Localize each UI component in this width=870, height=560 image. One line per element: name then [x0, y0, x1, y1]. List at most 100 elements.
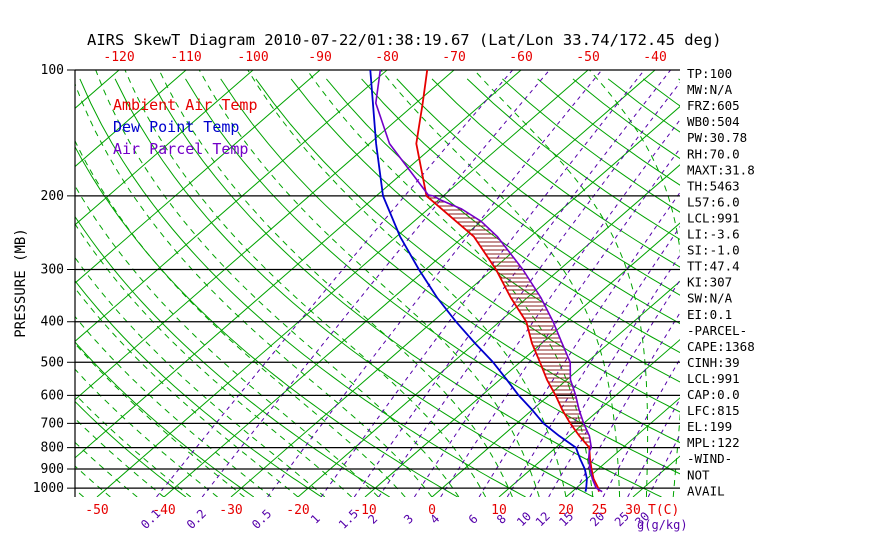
isotherm-line — [632, 455, 680, 497]
pressure-tick-label: 1000 — [33, 481, 64, 496]
mixing-ratio-label: 1 — [308, 512, 323, 527]
y-axis-title: PRESSURE (MB) — [13, 228, 29, 338]
pressure-tick-label: 900 — [41, 462, 64, 477]
top-axis-tick-label: -100 — [237, 50, 268, 65]
bottom-axis-tick-label: -20 — [286, 503, 309, 518]
dry-adiabat-line — [255, 78, 680, 413]
mixing-ratio-line — [478, 191, 680, 497]
pressure-tick-label: 400 — [41, 315, 64, 330]
bottom-axis-tick-label: 25 — [592, 503, 608, 518]
mixing-ratio-line — [378, 81, 680, 497]
stats-line: LFC:815 — [687, 403, 740, 418]
isotherm-line — [163, 70, 656, 497]
pressure-tick-label: 100 — [41, 63, 64, 78]
mixing-ratio-line — [267, 70, 603, 497]
mixing-ratio-line — [647, 433, 680, 497]
stats-line: CAP:0.0 — [687, 387, 740, 402]
top-axis-tick-label: -80 — [375, 50, 398, 65]
isotherm-line — [75, 70, 321, 284]
stats-line: LCL:991 — [687, 210, 740, 225]
parcel-temp-curve — [374, 70, 603, 493]
moist-adiabat-line — [473, 70, 649, 497]
moist-adiabat-line — [75, 441, 138, 497]
mixing-ratio-line — [201, 70, 550, 497]
isotherm-line — [834, 70, 870, 497]
cape-hatch-polygon — [426, 195, 592, 451]
top-axis-tick-label: -60 — [509, 50, 532, 65]
stats-line: -PARCEL- — [687, 323, 747, 338]
stats-line: NOT — [687, 467, 710, 482]
bottom-axis-tick-label: -50 — [85, 503, 108, 518]
isotherm-line — [431, 280, 680, 497]
stats-line: SI:-1.0 — [687, 243, 740, 258]
cape-hatch-area — [426, 195, 592, 451]
dry-adiabat-line — [643, 78, 680, 107]
pressure-tick-label: 600 — [41, 388, 64, 403]
top-axis-tick-label: -120 — [103, 50, 134, 65]
moist-adiabat-line — [75, 417, 165, 497]
stats-line: LCL:991 — [687, 371, 740, 386]
dry-adiabat-line — [220, 78, 680, 444]
stats-line: LI:-3.6 — [687, 227, 740, 242]
bottom-axis-tick-label: 10 — [491, 503, 507, 518]
moist-adiabat-line — [75, 315, 272, 497]
isotherm-line — [75, 70, 187, 168]
isotherm-line — [75, 70, 254, 226]
stats-line: EL:199 — [687, 419, 732, 434]
stats-line: CAPE:1368 — [687, 339, 755, 354]
moist-adiabat-line — [95, 70, 460, 497]
sounding-curves — [369, 70, 603, 493]
dry-adiabat-line — [290, 78, 680, 383]
bottom-axis-tick-label: 20 — [558, 503, 574, 518]
moist-adiabat-line — [589, 70, 680, 497]
mixing-ratio-line — [156, 70, 513, 497]
dew-point-curve — [369, 70, 588, 492]
temp-unit-label: T(C) — [648, 503, 679, 518]
pressure-tick-label: 500 — [41, 355, 64, 370]
dry-adiabat-line — [396, 78, 680, 296]
dry-adiabat-line — [75, 145, 458, 497]
pressure-tick-label: 800 — [41, 441, 64, 456]
dry-adiabat-line — [75, 400, 187, 497]
mixing-ratio-line — [353, 70, 671, 497]
moist-adiabat-line — [75, 368, 218, 497]
mixing-ratio-label: 10 — [514, 509, 534, 529]
moist-adiabat-line — [75, 256, 326, 497]
mixing-ratio-line — [571, 311, 680, 497]
dry-adiabat-line — [114, 78, 594, 497]
isotherm-line — [75, 70, 455, 401]
mixing-ratio-unit-label: g(g/kg) — [637, 518, 688, 532]
mixing-ratio-line — [413, 119, 680, 497]
moist-adiabat-line — [75, 393, 192, 497]
legend-ambient-air-temp: Ambient Air Temp — [113, 96, 258, 114]
mixing-ratio-label: 12 — [533, 509, 553, 529]
stats-line: L57:6.0 — [687, 194, 740, 209]
stats-line: CINH:39 — [687, 355, 740, 370]
stats-line: EI:0.1 — [687, 307, 732, 322]
stats-line: SW:N/A — [687, 291, 733, 306]
moist-adiabat-line — [75, 465, 111, 497]
pressure-tick-label: 300 — [41, 263, 64, 278]
stats-line: KI:307 — [687, 275, 732, 290]
mixing-ratio-line — [548, 279, 680, 497]
stats-line: TP:100 — [687, 66, 732, 81]
legend-dew-point-temp: Dew Point Temp — [113, 118, 239, 136]
stats-line: -WIND- — [687, 451, 732, 466]
isotherm-line — [75, 70, 522, 459]
top-axis-tick-label: -50 — [576, 50, 599, 65]
isotherm-line — [767, 70, 870, 497]
isotherm-line — [96, 70, 589, 497]
mixing-ratio-line — [320, 70, 645, 497]
pressure-tick-label: 200 — [41, 189, 64, 204]
stats-line: PW:30.78 — [687, 130, 747, 145]
moist-adiabat-line — [75, 223, 352, 497]
moist-adiabat-line — [75, 287, 299, 497]
mixing-ratio-line — [602, 358, 680, 497]
moist-adiabat-line — [124, 70, 487, 497]
bottom-axis-tick-label: -10 — [353, 503, 376, 518]
stats-line: MPL:122 — [687, 435, 740, 450]
top-axis-tick-label: -70 — [442, 50, 465, 65]
